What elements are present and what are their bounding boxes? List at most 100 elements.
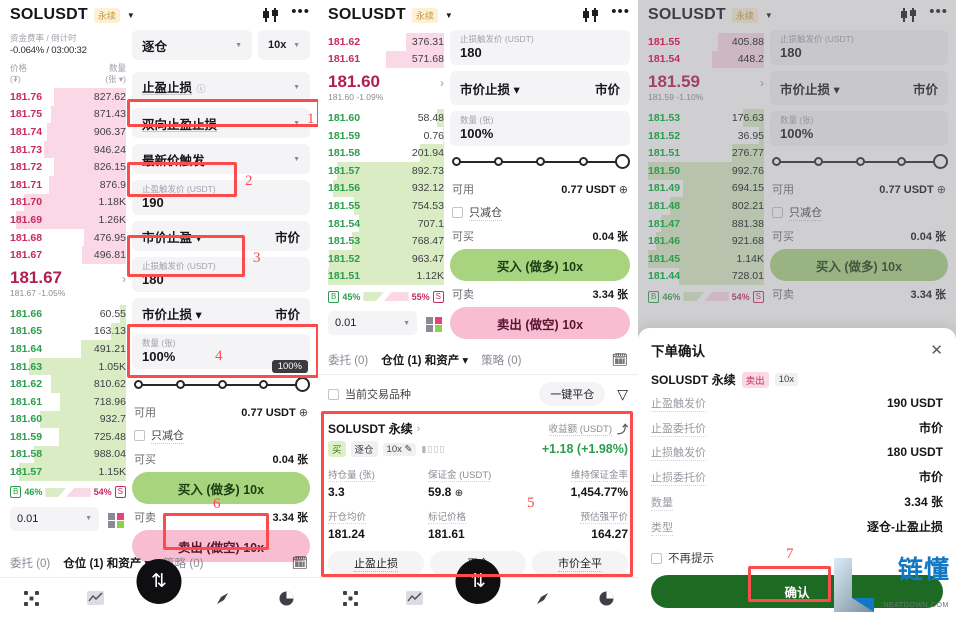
slider-step-0[interactable] [772,157,781,166]
tab-orders[interactable]: 委托 (0) [328,355,369,367]
bid-row[interactable]: 181.57 1.15K [10,463,126,481]
bid-row[interactable]: 181.51 276.77 [648,144,764,162]
dont-show-row[interactable]: 不再提示 [651,550,943,566]
tpsl-mode-select[interactable]: 双向止盈止损 ▼ [132,108,310,138]
adjust-margin-icon[interactable]: ⊕ [454,488,464,499]
symbol-title[interactable]: SOLUSDT [648,6,726,23]
quantity-slider[interactable] [452,152,630,174]
nav-assets[interactable] [254,590,318,607]
bid-row[interactable]: 181.63 1.05K [10,357,126,376]
position-card[interactable]: SOLUSDT 永续 › 收益额 (USDT) ⤴ 买 逐仓 10x ✎ ▮▯▯… [318,413,638,580]
dont-show-checkbox[interactable] [651,552,662,564]
quantity-slider[interactable] [772,152,948,174]
buy-long-button[interactable]: 买入 (做多) 10x [450,249,630,281]
history-icon[interactable]: 🗓 [291,555,308,570]
sl-trigger-field[interactable]: 止损触发价 (USDT) 180 [132,257,310,292]
ask-list[interactable]: 181.76 827.62 181.75 871.43 181.74 906.37 181.… [10,88,126,264]
slider-step-50[interactable] [855,157,865,166]
ask-row[interactable]: 181.61 571.68 [328,50,444,69]
ask-row[interactable]: 181.68 476.95 [10,228,126,247]
bid-row[interactable]: 181.45 1.14K [648,249,764,268]
tab-orders[interactable]: 委托 (0) [10,558,51,570]
quantity-slider[interactable]: 100% [134,360,310,397]
candlestick-icon[interactable] [901,7,919,23]
ask-row[interactable]: 181.70 1.18K [10,193,126,212]
depth-view-icon[interactable] [426,315,444,333]
slider-step-25[interactable] [175,380,185,389]
last-price-box[interactable]: 181.67 181.67 -1.05% › [10,264,126,302]
ask-row[interactable]: 181.71 876.9 [10,175,126,194]
slider-handle[interactable] [295,377,310,392]
slider-step-75[interactable] [897,157,907,166]
bid-row[interactable]: 181.62 810.62 [10,375,126,393]
tab-strategies[interactable]: 策略 (0) [481,355,522,367]
position-symbol[interactable]: SOLUSDT 永续 [328,422,413,436]
bid-row[interactable]: 181.46 921.68 [648,232,764,250]
more-icon[interactable]: ••• [929,3,948,20]
more-icon[interactable]: ••• [611,3,630,20]
bid-row[interactable]: 181.50 992.76 [648,161,764,180]
slider-step-0[interactable] [452,157,461,166]
bid-row[interactable]: 181.52 36.95 [648,126,764,145]
chevron-down-icon[interactable]: ▼ [764,10,773,20]
sl-order-type-row[interactable]: 市价止损 ▾ 市价 [450,71,630,105]
nav-markets[interactable] [318,590,382,607]
position-market-close-button[interactable]: 市价全平 [532,551,628,576]
slider-handle[interactable] [933,154,948,169]
tp-trigger-field[interactable]: 止盈触发价 (USDT) 190 [132,180,310,215]
sl-order-type-row[interactable]: 市价止损 ▾ 市价 [770,71,948,105]
bid-row[interactable]: 181.54 707.1 [328,214,444,233]
bid-row[interactable]: 181.58 988.04 [10,445,126,464]
bid-row[interactable]: 181.55 754.53 [328,197,444,215]
ask-row[interactable]: 181.67 496.81 [10,246,126,264]
nav-assets[interactable] [574,590,638,607]
bid-row[interactable]: 181.64 491.21 [10,340,126,358]
bid-list[interactable]: 181.53 176.63 181.52 36.95 181.51 276.77 181.5… [648,109,764,286]
ask-row[interactable]: 181.69 1.26K [10,211,126,229]
sl-trigger-field[interactable]: 止损触发价 (USDT) 180 [770,30,948,65]
last-price-box[interactable]: 181.59 181.59 -1.10% › [648,68,764,106]
bid-list[interactable]: 181.60 58.48 181.59 0.76 181.58 201.94 181.57 8… [328,109,444,286]
slider-step-50[interactable] [217,380,227,389]
ask-row[interactable]: 181.72 826.15 [10,158,126,176]
chevron-right-icon[interactable]: › [760,76,764,91]
bid-row[interactable]: 181.52 963.47 [328,249,444,268]
ask-row[interactable]: 181.76 827.62 [10,88,126,106]
position-tpsl-button[interactable]: 止盈止损 [328,551,424,576]
reduce-only-row[interactable]: 只减仓 [770,200,948,225]
bid-row[interactable]: 181.44 728.01 [648,267,764,286]
bid-row[interactable]: 181.47 881.38 [648,214,764,233]
candlestick-icon[interactable] [263,7,281,23]
reduce-only-row[interactable]: 只减仓 [450,200,630,225]
chevron-right-icon[interactable]: › [440,76,444,91]
slider-step-50[interactable] [536,157,546,166]
buy-long-button[interactable]: 买入 (做多) 10x [770,249,948,281]
current-symbol-checkbox[interactable] [328,388,339,400]
bid-row[interactable]: 181.56 932.12 [328,179,444,198]
bid-row[interactable]: 181.61 718.96 [10,392,126,411]
bid-row[interactable]: 181.66 60.55 [10,304,126,323]
bid-row[interactable]: 181.60 932.7 [10,410,126,429]
confirm-button[interactable]: 确认 [651,575,943,608]
ask-row[interactable]: 181.62 376.31 [328,33,444,51]
symbol-title[interactable]: SOLUSDT [328,6,406,23]
trade-fab-button[interactable]: ⇅ [136,559,182,604]
ask-row[interactable]: 181.54 448.2 [648,50,764,69]
bid-row[interactable]: 181.57 892.73 [328,161,444,180]
trade-fab-button[interactable]: ⇅ [455,559,501,604]
bid-row[interactable]: 181.65 163.13 [10,322,126,341]
sl-order-type-row[interactable]: 市价止损 ▾ 市价 [132,298,310,328]
reduce-only-checkbox[interactable] [134,430,145,441]
chevron-down-icon[interactable]: ▼ [444,10,453,20]
leverage-select[interactable]: 10x ▼ [258,30,310,60]
slider-step-75[interactable] [578,157,588,166]
ask-list[interactable]: 181.62 376.31 181.61 571.68 [328,33,444,69]
position-leverage-chip[interactable]: 10x ✎ [382,442,417,456]
bid-row[interactable]: 181.59 725.48 [10,428,126,446]
bid-row[interactable]: 181.59 0.76 [328,126,444,145]
buy-long-button[interactable]: 买入 (做多) 10x [132,472,310,504]
sell-short-button[interactable]: 卖出 (做空) 10x [450,307,630,339]
chevron-right-icon[interactable]: › [122,271,126,286]
order-type-select[interactable]: 止盈止损 ⓘ ▼ [132,72,310,102]
ask-row[interactable]: 181.73 946.24 [10,140,126,159]
